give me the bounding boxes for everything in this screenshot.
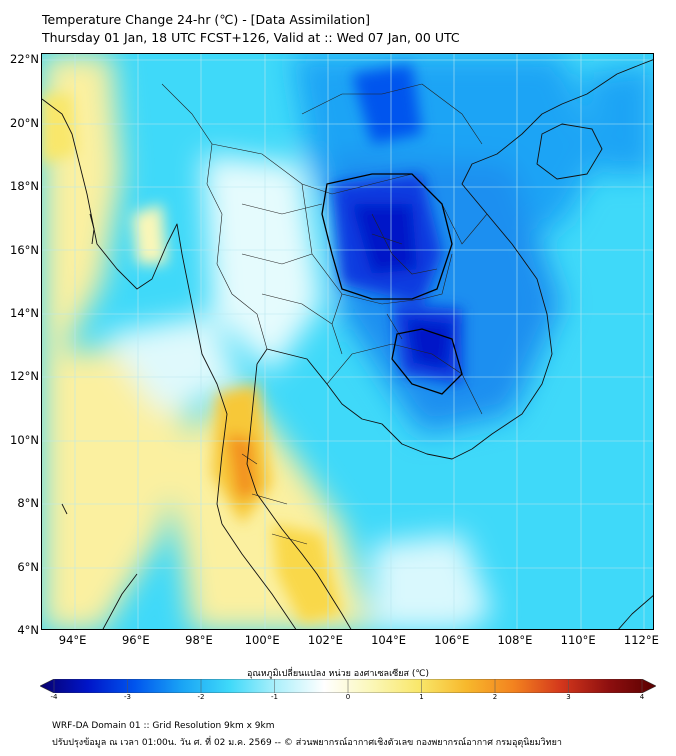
lon-tick-label: 94°E	[58, 633, 87, 647]
country-border-highlight	[321, 173, 463, 395]
chart-subtitle: Thursday 01 Jan, 18 UTC FCST+126, Valid …	[42, 30, 460, 45]
lat-tick-label: 12°N	[10, 369, 39, 384]
lat-tick-label: 18°N	[10, 179, 39, 194]
coastlines	[42, 59, 653, 629]
colorbar	[40, 679, 656, 693]
lat-tick-label: 20°N	[10, 115, 39, 130]
lon-tick-label: 96°E	[121, 633, 150, 647]
lat-tick-label: 16°N	[10, 242, 39, 257]
colorbar-tick-label: -2	[197, 693, 205, 701]
lat-tick-label: 22°N	[10, 52, 39, 67]
lon-tick-label: 112°E	[623, 633, 659, 647]
lon-tick-label: 106°E	[434, 633, 470, 647]
footer-model-info: WRF-DA Domain 01 :: Grid Resolution 9km …	[52, 721, 275, 731]
colorbar-tick-label: -3	[124, 693, 131, 701]
lon-tick-label: 110°E	[560, 633, 596, 647]
lat-tick-label: 4°N	[17, 623, 39, 637]
colorbar-title: อุณหภูมิเปลี่ยนแปลง หน่วย องศาเซลเซียส (…	[246, 669, 430, 679]
colorbar-tick-label: -1	[271, 693, 278, 701]
lon-tick-label: 104°E	[371, 633, 407, 647]
temperature-change-map	[42, 54, 653, 629]
lat-tick-label: 10°N	[10, 432, 39, 447]
colorbar-tick-label: -4	[50, 693, 58, 701]
admin-borders	[161, 83, 488, 545]
lon-tick-label: 98°E	[185, 633, 213, 647]
lon-tick-label: 102°E	[307, 633, 343, 647]
colorbar-tick-label: 2	[492, 693, 498, 701]
map-plot-area	[41, 53, 654, 630]
lat-tick-label: 6°N	[17, 559, 39, 574]
colorbar-tick-label: 4	[639, 693, 645, 701]
graticule	[42, 54, 653, 629]
lat-tick-label: 8°N	[17, 496, 39, 511]
lon-tick-label: 100°E	[244, 633, 280, 647]
colorbar-tick-label: 1	[419, 693, 424, 701]
lon-tick-label: 108°E	[497, 633, 533, 647]
lat-tick-label: 14°N	[10, 305, 39, 320]
colorbar-tick-label: 3	[566, 693, 571, 701]
footer-credits: ปรับปรุงข้อมูล ณ เวลา 01:00น. วัน ศ. ที่…	[52, 738, 562, 748]
chart-title: Temperature Change 24-hr (℃) - [Data Ass…	[42, 12, 371, 27]
colorbar-tick-label: 0	[345, 693, 351, 701]
